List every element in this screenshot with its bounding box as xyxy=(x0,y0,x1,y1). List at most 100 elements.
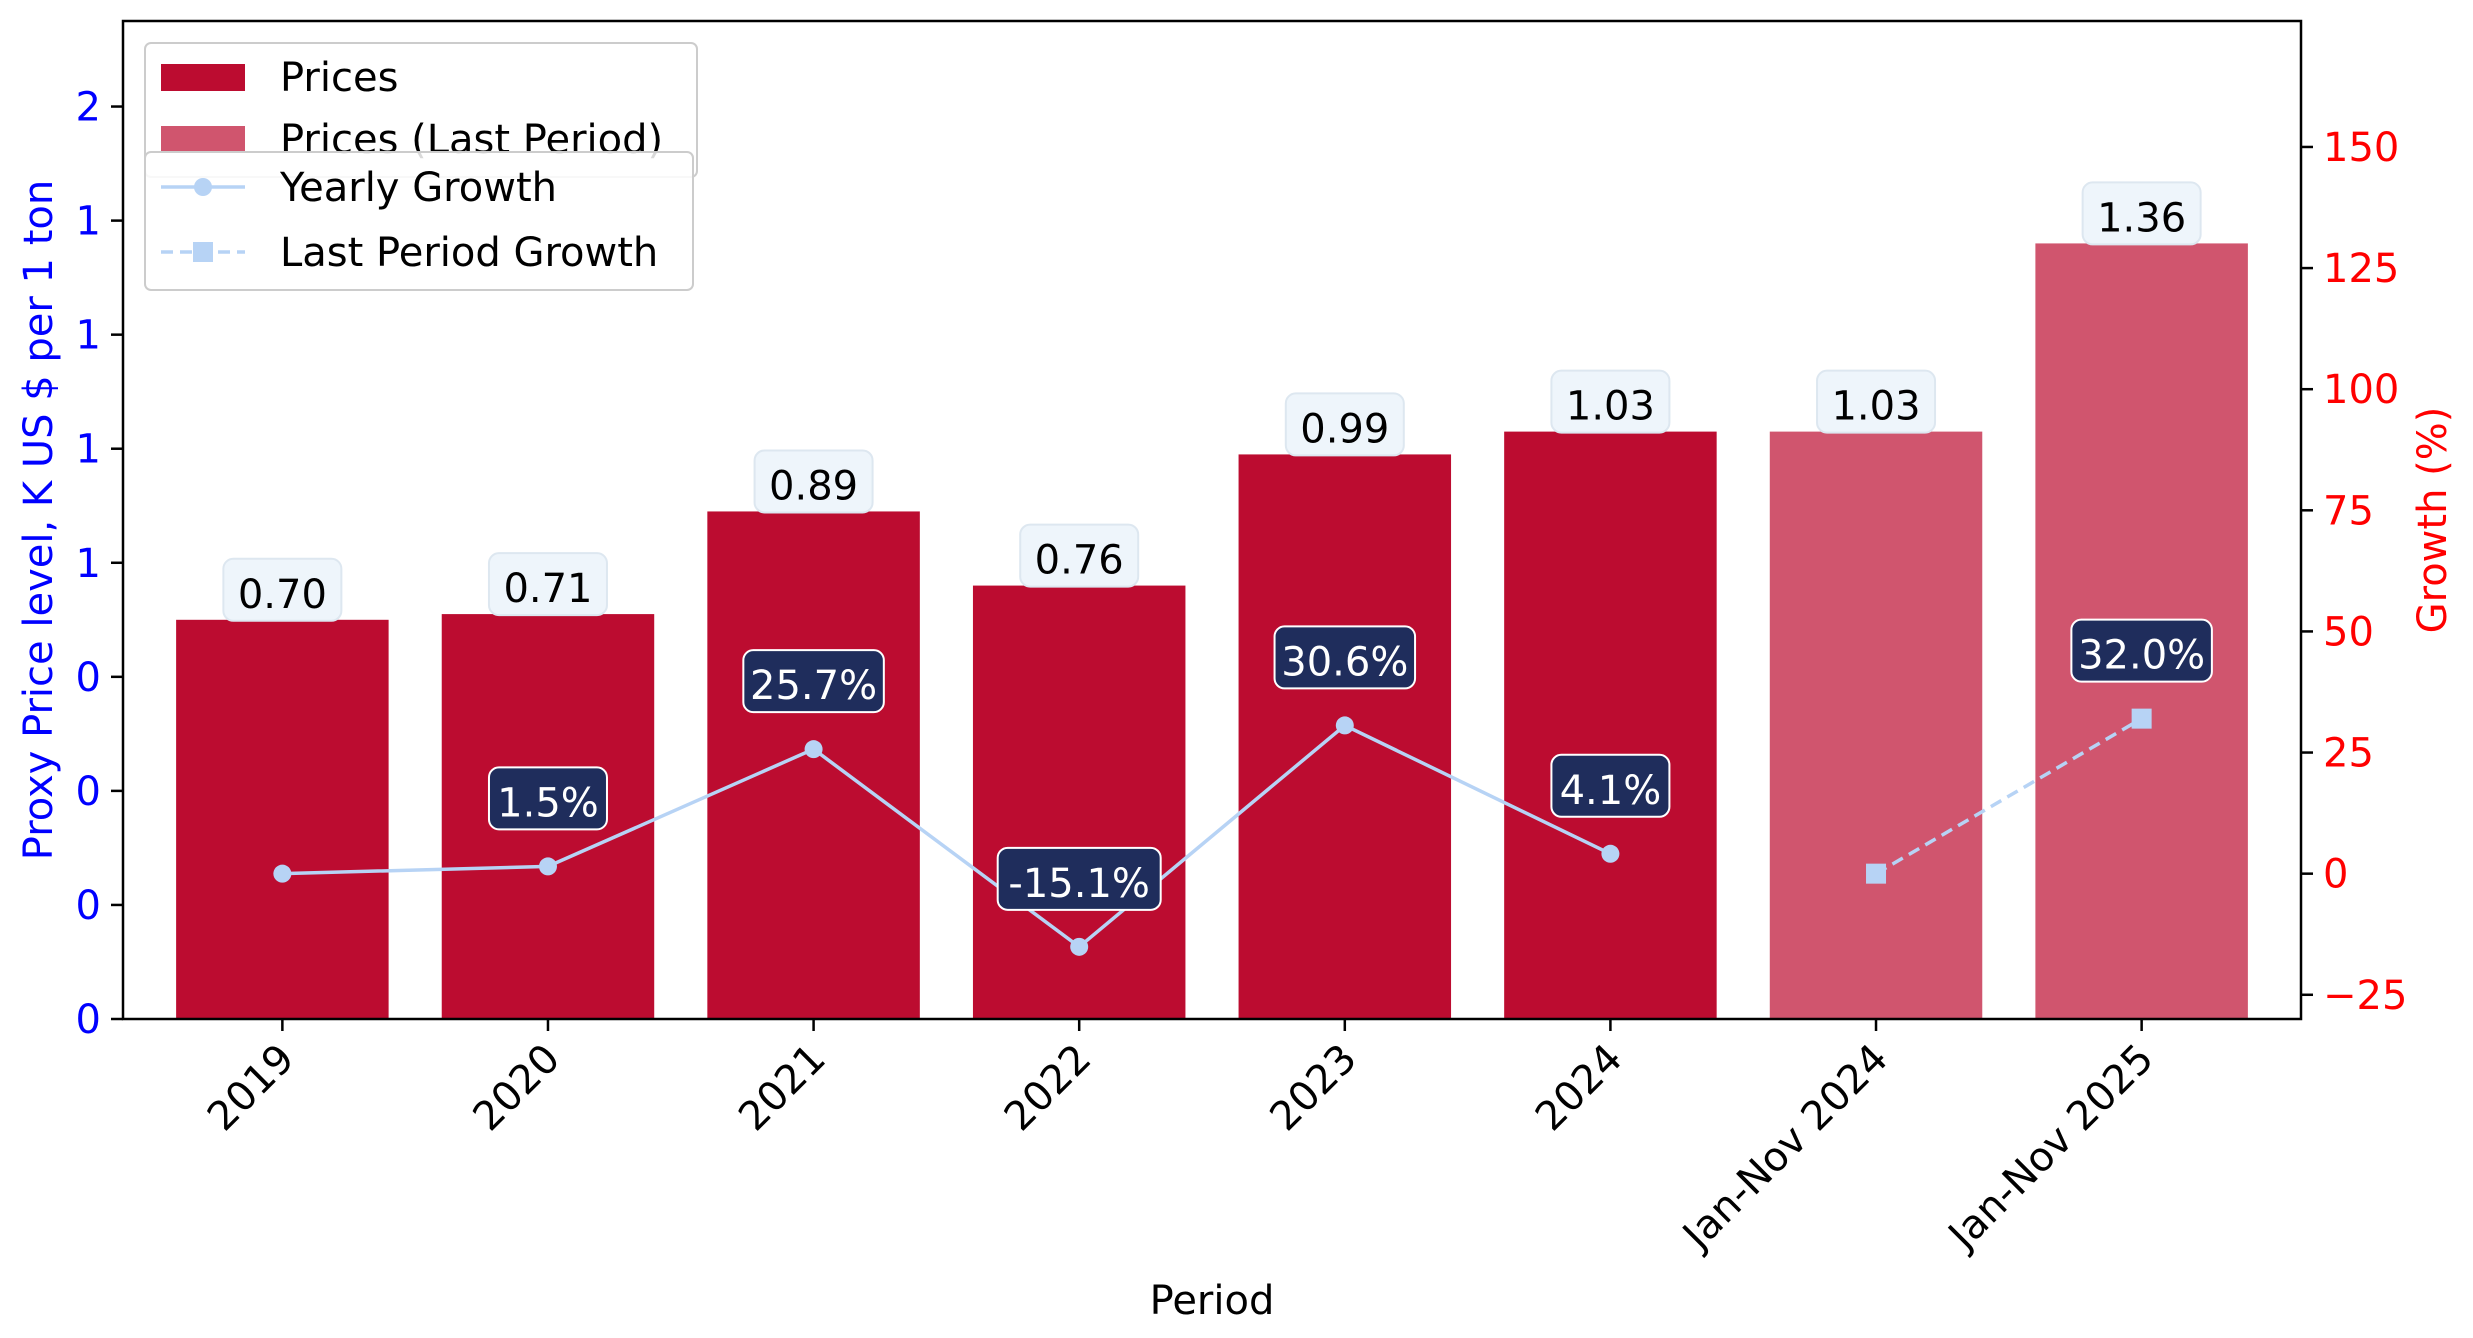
x-tick-label-2024: 2024 xyxy=(1527,1036,1632,1141)
left-y-tick-label-6: 1 xyxy=(76,313,101,359)
growth-label-2021: 25.7% xyxy=(742,649,885,714)
growth-label-2023-box xyxy=(1273,625,1417,690)
price-label-2019-box xyxy=(222,557,343,622)
growth-label-2022-box xyxy=(996,846,1162,911)
right-y-tick-label-2: 25 xyxy=(2323,731,2374,777)
price-label-2022-box xyxy=(1019,523,1140,588)
growth-label-2024-text: 4.1% xyxy=(1560,768,1662,814)
price-label-2021-text: 0.89 xyxy=(769,463,858,509)
price-label-jan-nov-2024: 1.03 xyxy=(1816,369,1937,434)
plot-frame xyxy=(121,19,2303,1021)
legend-label-prices: Prices xyxy=(280,55,398,101)
x-tick-label-2023: 2023 xyxy=(1261,1036,1366,1141)
left-y-tick-label-7: 1 xyxy=(76,199,101,245)
price-label-jan-nov-2024-text: 1.03 xyxy=(1831,384,1920,430)
legend-marker-last-period-growth xyxy=(193,242,213,262)
right-y-tick-label-0: −25 xyxy=(2323,973,2407,1019)
growth-lines-layer xyxy=(273,708,2152,956)
bar-prices-last-period-jan-nov-2024 xyxy=(1769,431,1983,1019)
x-axis: 2019 2020 2021 2022 2023 2024 Jan-Nov 2024 Jan-… xyxy=(199,1019,2163,1260)
price-label-2020-text: 0.71 xyxy=(503,566,592,612)
point-last-period-growth-jan-nov-2024 xyxy=(1866,863,1887,884)
growth-label-2020-text: 1.5% xyxy=(497,780,599,826)
legend-swatch-prices xyxy=(161,64,245,91)
growth-label-jan-nov-2025-box xyxy=(2070,618,2213,683)
left-y-axis-label: Proxy Price level, K US $ per 1 ton xyxy=(16,180,62,860)
left-y-tick-label-5: 1 xyxy=(76,427,101,473)
price-label-2021-box xyxy=(753,449,874,514)
bar-prices-2023 xyxy=(1238,454,1452,1020)
price-label-2023: 0.99 xyxy=(1284,392,1405,457)
growth-label-2024-box xyxy=(1550,753,1671,818)
price-label-2024: 1.03 xyxy=(1550,369,1671,434)
legend-lines: Yearly Growth Last Period Growth xyxy=(144,151,694,291)
growth-label-jan-nov-2025: 32.0% xyxy=(2070,618,2213,683)
point-yearly-growth-2022 xyxy=(1070,937,1089,956)
x-tick-label-2022: 2022 xyxy=(996,1036,1101,1141)
x-axis-label: Period xyxy=(1150,1278,1275,1324)
point-yearly-growth-2021 xyxy=(804,740,823,759)
legend-marker-yearly-growth xyxy=(194,178,212,196)
legend-lines-frame xyxy=(144,151,694,291)
growth-label-2024: 4.1% xyxy=(1550,753,1671,818)
left-y-tick-label-3: 0 xyxy=(76,655,101,701)
price-label-jan-nov-2025-text: 1.36 xyxy=(2097,195,2186,241)
price-label-2024-text: 1.03 xyxy=(1566,384,1655,430)
price-label-jan-nov-2025-box xyxy=(2081,181,2202,246)
x-tick-label-2020: 2020 xyxy=(465,1036,570,1141)
right-y-tick-label-5: 100 xyxy=(2323,367,2399,413)
price-label-2020: 0.71 xyxy=(487,552,608,617)
right-y-axis-label: Growth (%) xyxy=(2410,407,2456,634)
price-label-2021: 0.89 xyxy=(753,449,874,514)
bar-prices-2021 xyxy=(707,511,920,1019)
price-label-jan-nov-2025: 1.36 xyxy=(2081,181,2202,246)
x-tick-label-jan-nov-2024: Jan-Nov 2024 xyxy=(1672,1036,1897,1261)
growth-label-2021-text: 25.7% xyxy=(750,663,877,709)
line-yearly-growth xyxy=(282,723,1612,950)
point-yearly-growth-2020 xyxy=(538,857,557,876)
growth-label-2023-text: 30.6% xyxy=(1281,639,1408,685)
growth-label-2020: 1.5% xyxy=(487,766,608,831)
bar-prices-2019 xyxy=(176,619,389,1019)
left-y-tick-label-1: 0 xyxy=(76,883,101,929)
bar-prices-2024 xyxy=(1504,431,1717,1019)
growth-label-2023: 30.6% xyxy=(1273,625,1417,690)
x-tick-label-jan-nov-2025: Jan-Nov 2025 xyxy=(1938,1036,2163,1261)
point-yearly-growth-2024 xyxy=(1601,844,1620,863)
price-label-jan-nov-2024-box xyxy=(1816,369,1937,434)
left-y-tick-label-2: 0 xyxy=(76,769,101,815)
growth-label-2020-box xyxy=(487,766,608,831)
left-y-tick-label-8: 2 xyxy=(76,85,101,131)
legend-label-yearly-growth: Yearly Growth xyxy=(279,165,557,211)
right-y-axis: −25 0 25 50 75 100 125 150 xyxy=(2301,125,2407,1019)
right-y-tick-label-3: 50 xyxy=(2323,609,2374,655)
legend-label-last-period-growth: Last Period Growth xyxy=(280,230,658,276)
right-y-tick-label-4: 75 xyxy=(2323,488,2374,534)
left-y-tick-label-0: 0 xyxy=(76,997,101,1043)
bars-layer xyxy=(176,243,2248,1020)
x-tick-label-2019: 2019 xyxy=(199,1036,304,1141)
point-yearly-growth-2019 xyxy=(273,864,292,883)
point-yearly-growth-2023 xyxy=(1335,716,1354,735)
price-label-2022: 0.76 xyxy=(1019,523,1140,588)
price-label-2020-box xyxy=(487,552,608,617)
value-labels-layer: 0.70 0.71 0.89 0.76 0.99 1.03 1.03 1.36 1.5% 25.7… xyxy=(222,181,2213,911)
right-y-tick-label-1: 0 xyxy=(2323,852,2348,898)
left-y-axis: 0 0 0 0 1 1 1 1 2 xyxy=(76,85,123,1043)
growth-label-2022: -15.1% xyxy=(996,846,1162,911)
right-y-tick-label-6: 125 xyxy=(2323,246,2399,292)
price-label-2024-box xyxy=(1550,369,1671,434)
price-label-2019: 0.70 xyxy=(222,557,343,622)
price-label-2023-box xyxy=(1284,392,1405,457)
left-y-tick-label-4: 1 xyxy=(76,541,101,587)
legend-swatch-prices-last-period xyxy=(161,126,245,153)
right-y-tick-label-7: 150 xyxy=(2323,125,2399,171)
x-tick-label-2021: 2021 xyxy=(730,1036,835,1141)
growth-label-jan-nov-2025-text: 32.0% xyxy=(2078,633,2205,679)
price-label-2019-text: 0.70 xyxy=(238,572,327,618)
growth-label-2022-text: -15.1% xyxy=(1008,861,1150,907)
line-last-period-growth xyxy=(1875,717,2143,876)
growth-label-2021-box xyxy=(742,649,885,714)
price-label-2022-text: 0.76 xyxy=(1035,538,1124,584)
